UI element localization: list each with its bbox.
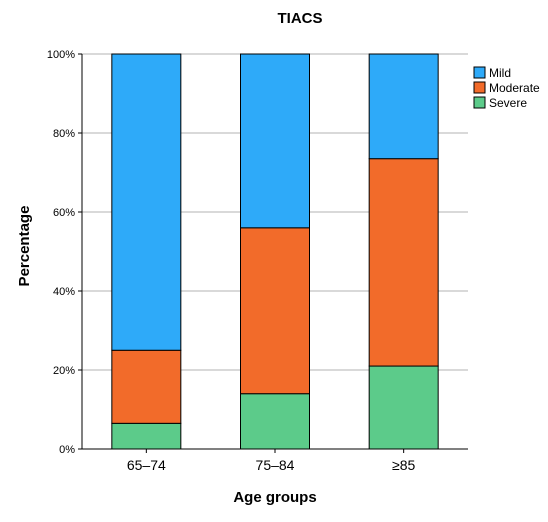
legend-swatch-moderate — [473, 81, 486, 94]
x-tick-label: 75–84 — [256, 457, 295, 473]
legend-label-mild: Mild — [489, 66, 511, 80]
bar-segment-mild — [368, 53, 439, 160]
bar-segment-severe — [111, 422, 182, 450]
y-tick-label: 0% — [59, 444, 75, 456]
bar-segment-mild — [111, 53, 182, 351]
x-axis-title: Age groups — [233, 489, 316, 506]
y-axis-title: Percentage — [16, 206, 33, 287]
y-tick-labels: 0% 20% 40% 60% 80% 100% — [47, 49, 75, 456]
axes — [81, 54, 468, 453]
y-tick-label: 60% — [53, 207, 75, 219]
legend-label-severe: Severe — [489, 96, 527, 110]
legend-label-moderate: Moderate — [489, 81, 540, 95]
x-tick-label: 65–74 — [127, 457, 166, 473]
bar-segment-severe — [240, 393, 310, 450]
bar-segment-mild — [240, 53, 310, 229]
x-tick-label: ≥85 — [392, 457, 415, 473]
legend-swatch-mild — [473, 66, 486, 79]
chart-title: TIACS — [278, 10, 323, 27]
y-tick-label: 80% — [53, 128, 75, 140]
x-tick-labels: 65–74 75–84 ≥85 — [127, 457, 416, 473]
y-tick-label: 100% — [47, 49, 75, 61]
bar-segment-moderate — [240, 227, 310, 395]
bars — [111, 53, 439, 450]
y-tick-label: 40% — [53, 286, 75, 298]
bar-segment-moderate — [368, 158, 439, 367]
legend-swatch-severe — [473, 96, 486, 109]
bar-segment-moderate — [111, 349, 182, 424]
bar-segment-severe — [368, 365, 439, 450]
y-tick-label: 20% — [53, 365, 75, 377]
